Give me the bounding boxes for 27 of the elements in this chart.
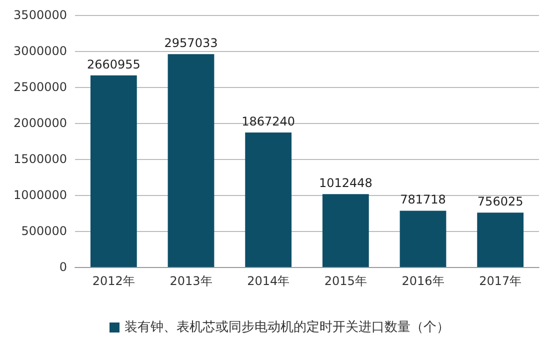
legend-label: 装有钟、表机芯或同步电动机的定时开关进口数量（个）	[124, 320, 450, 335]
data-label: 1012448	[318, 176, 372, 190]
x-tick-label: 2014年	[247, 274, 290, 288]
y-tick-label: 3500000	[14, 8, 67, 22]
bar	[400, 210, 446, 267]
bar	[245, 132, 292, 267]
data-label: 756025	[477, 194, 524, 209]
x-tick-label: 2017年	[479, 274, 522, 288]
y-tick-label: 1000000	[14, 188, 67, 202]
y-tick-label: 0	[59, 260, 67, 274]
y-tick-label: 500000	[21, 224, 67, 238]
data-label: 781718	[400, 192, 446, 207]
data-label: 2957033	[164, 36, 218, 50]
bar	[90, 75, 137, 267]
x-tick-label: 2012年	[92, 274, 135, 288]
bar	[168, 54, 214, 267]
y-tick-label: 1500000	[14, 152, 67, 166]
data-label: 2660955	[86, 57, 140, 72]
y-tick-label: 2500000	[14, 80, 67, 94]
x-tick-label: 2016年	[402, 274, 444, 288]
x-tick-label: 2013年	[170, 274, 212, 288]
bar	[322, 194, 369, 267]
data-label: 1867240	[242, 114, 296, 129]
bar	[477, 212, 524, 267]
x-tick-label: 2015年	[324, 274, 367, 288]
y-tick-label: 2000000	[14, 116, 67, 130]
y-tick-label: 3000000	[14, 44, 67, 58]
